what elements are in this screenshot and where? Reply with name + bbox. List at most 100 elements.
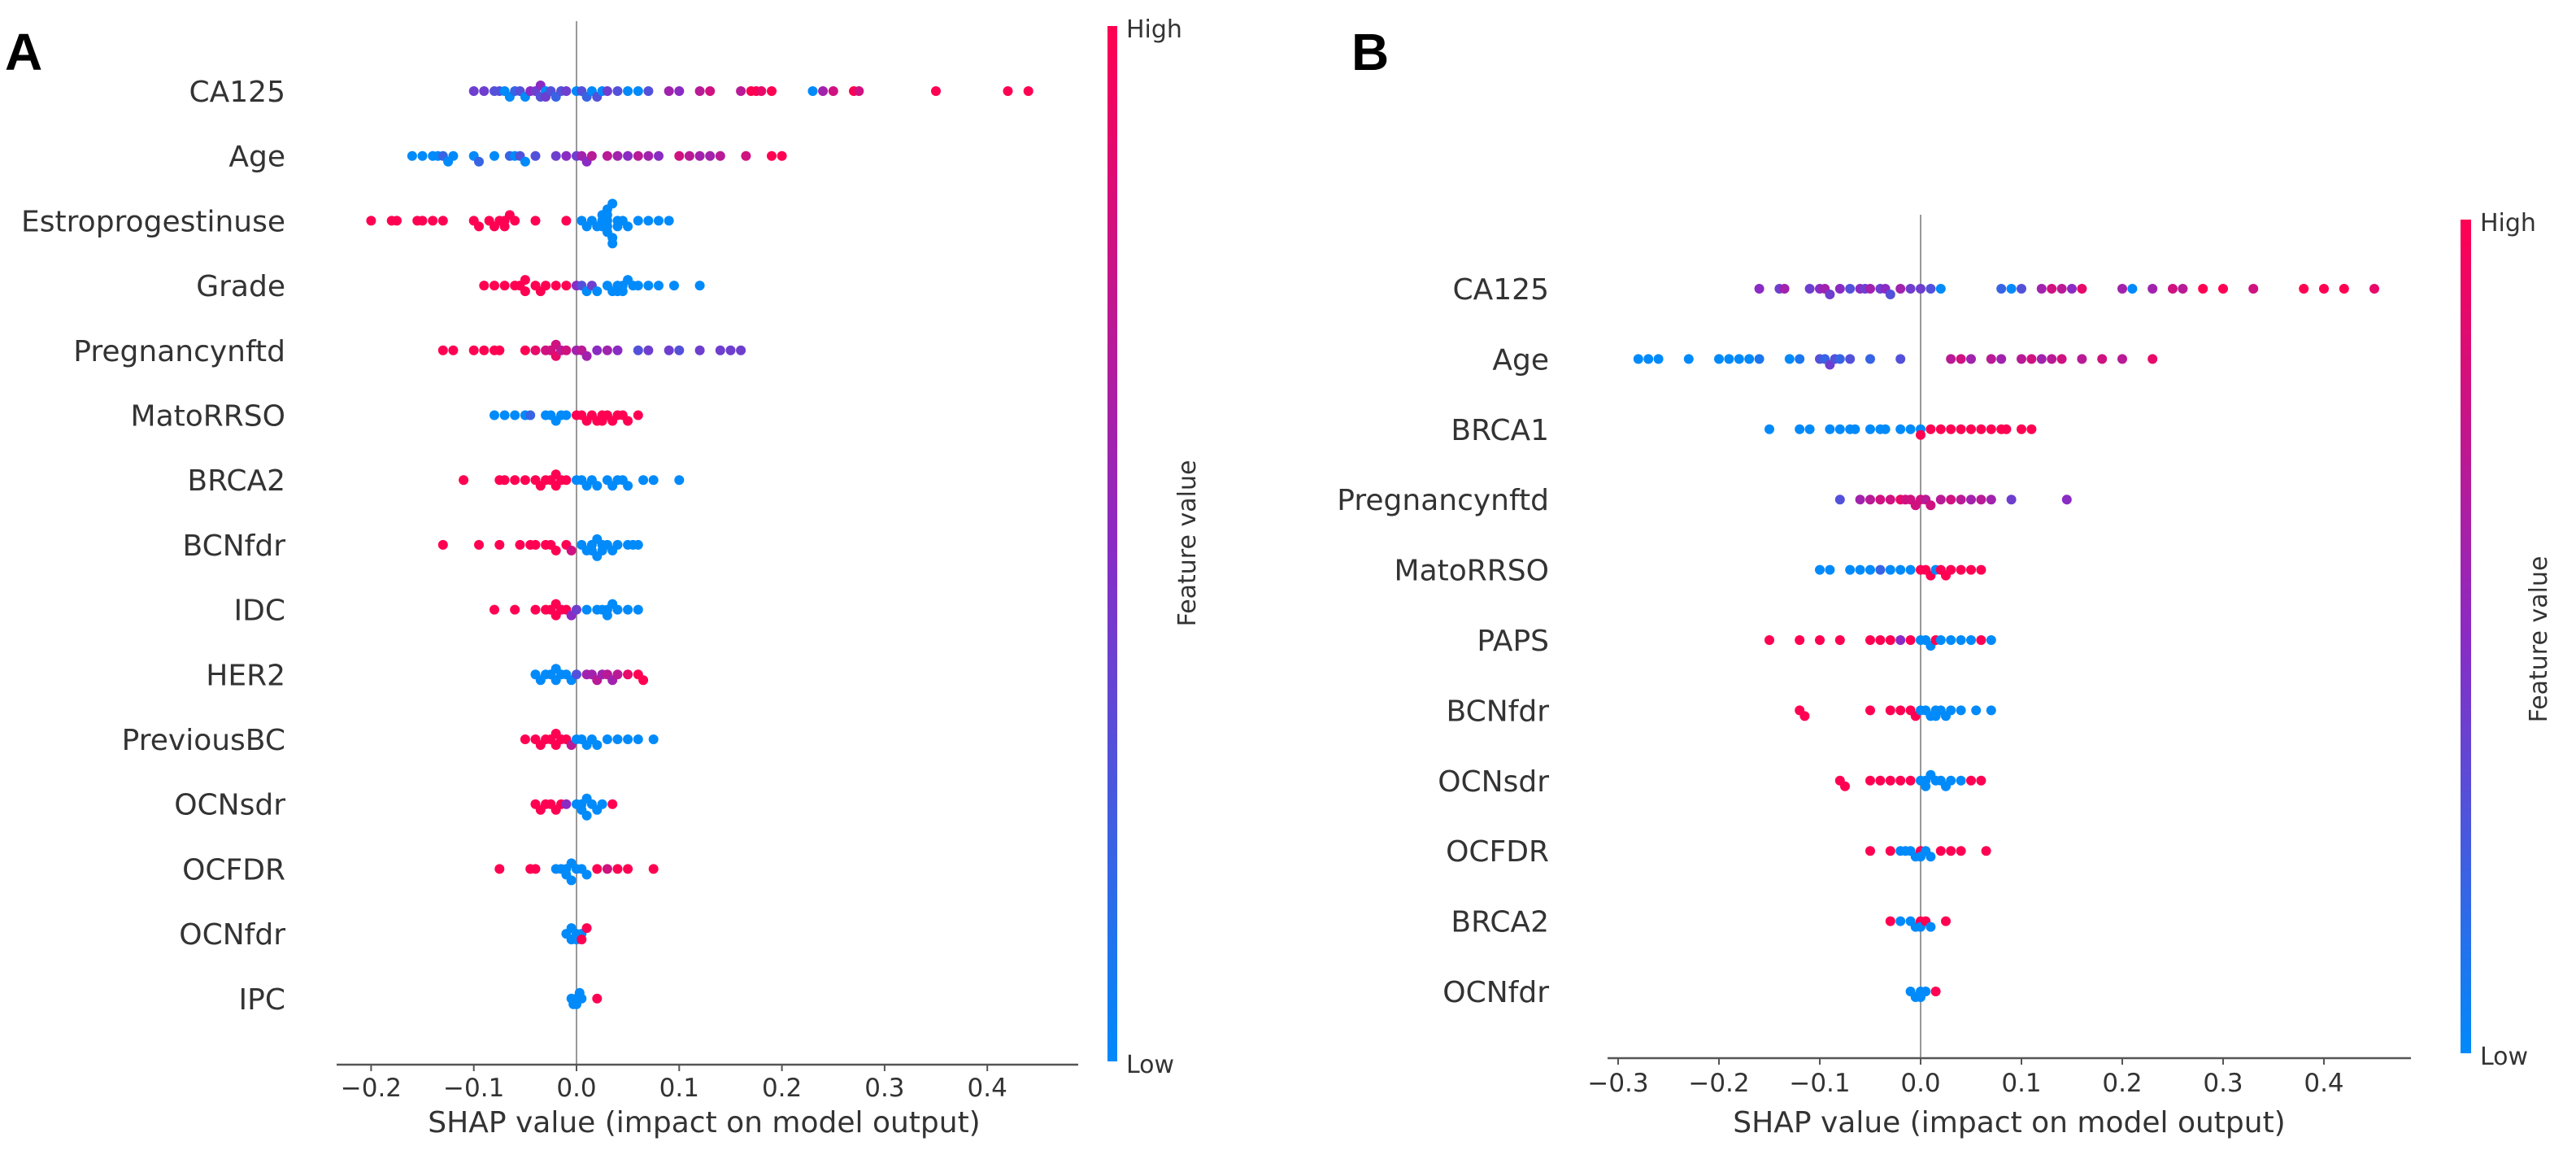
shap-point [638, 475, 649, 486]
shap-point [1840, 781, 1850, 791]
shap-point [612, 86, 623, 96]
shap-point [1905, 424, 1916, 434]
shap-point [541, 281, 551, 291]
shap-point [612, 669, 623, 680]
shap-point [807, 86, 818, 96]
shap-point [715, 345, 725, 355]
shap-point [1946, 354, 1956, 364]
shap-point [1905, 775, 1916, 786]
shap-point [638, 675, 649, 686]
shap-point [1925, 424, 1936, 434]
shap-point [612, 734, 623, 744]
colorbar-low-label: Low [2480, 1043, 2528, 1071]
shap-point [1946, 424, 1956, 434]
shap-point [515, 539, 525, 550]
shap-point [1996, 284, 2007, 294]
shap-point [715, 150, 725, 161]
shap-point [520, 156, 530, 167]
shap-point [437, 216, 448, 226]
feature-label: Pregnancynftd [1337, 484, 1549, 517]
shap-point [1834, 284, 1845, 294]
colorbar-low-label: Low [1126, 1051, 1174, 1079]
shap-point [550, 150, 561, 161]
shap-point [2036, 354, 2047, 364]
shap-point [643, 345, 654, 355]
shap-point [1935, 635, 1946, 645]
shap-point [2006, 495, 2017, 505]
shap-point [2036, 284, 2047, 294]
shap-point [705, 86, 716, 96]
shap-point [1925, 852, 1936, 862]
shap-point [561, 799, 572, 809]
shap-point [581, 351, 592, 361]
shap-point [633, 539, 643, 550]
shap-point [1946, 705, 1956, 716]
shap-point [694, 86, 705, 96]
shap-point [1683, 354, 1694, 364]
shap-point [1804, 424, 1815, 434]
shap-point [577, 935, 587, 945]
feature-label: MatoRRSO [1395, 555, 1549, 588]
feature-label: OCNsdr [1438, 765, 1549, 799]
x-tick-label: −0.1 [1789, 1069, 1850, 1098]
shap-point [1895, 916, 1906, 926]
shap-point [633, 86, 643, 96]
shap-point [1784, 354, 1795, 364]
shap-point [530, 216, 541, 226]
shap-point [1815, 564, 1825, 575]
shap-point [530, 604, 541, 615]
shap-point [468, 86, 479, 96]
shap-point [1986, 354, 1996, 364]
shap-point [1905, 635, 1916, 645]
x-tick-label: 0.1 [659, 1074, 699, 1103]
feature-label: IDC [234, 595, 285, 628]
shap-point [2369, 284, 2379, 294]
shap-point [612, 539, 623, 550]
shap-point [474, 221, 484, 232]
colorbar-high-label: High [2480, 209, 2536, 237]
shap-point [1653, 354, 1664, 364]
shap-point [1986, 635, 1996, 645]
shap-point [592, 993, 603, 1004]
shap-point [2147, 284, 2158, 294]
shap-point [417, 216, 428, 226]
shap-point [1880, 424, 1891, 434]
shap-point [623, 669, 633, 680]
shap-point [623, 734, 633, 744]
shap-point [1946, 846, 1956, 856]
shap-point [1895, 705, 1906, 716]
shap-point [499, 475, 510, 486]
colorbar-title: Feature value [1173, 460, 1202, 627]
shap-point [602, 610, 612, 621]
shap-point [1825, 564, 1835, 575]
shap-point [592, 740, 603, 750]
feature-label: CA125 [1453, 273, 1549, 307]
shap-point [366, 216, 376, 226]
shap-point [581, 923, 592, 934]
shap-point [561, 410, 572, 420]
shap-point [474, 539, 484, 550]
shap-point [1925, 500, 1936, 511]
shap-point [1885, 564, 1895, 575]
shap-point [1895, 564, 1906, 575]
shap-point [1795, 424, 1805, 434]
shap-point [674, 150, 685, 161]
x-tick-label: −0.2 [341, 1074, 402, 1103]
shap-point [612, 150, 623, 161]
feature-label: PreviousBC [122, 724, 285, 757]
feature-label: BRCA2 [187, 464, 285, 498]
shap-point [741, 150, 751, 161]
shap-point [1885, 290, 1895, 299]
shap-point [633, 281, 643, 291]
shap-point [1845, 354, 1856, 364]
shap-point [1925, 922, 1936, 932]
shap-point [2006, 284, 2017, 294]
shap-point [664, 86, 674, 96]
shap-point [2117, 284, 2127, 294]
shap-point [1754, 354, 1764, 364]
shap-point [777, 150, 787, 161]
shap-point [2026, 354, 2037, 364]
shap-point [1956, 846, 1966, 856]
shap-point [581, 810, 592, 821]
